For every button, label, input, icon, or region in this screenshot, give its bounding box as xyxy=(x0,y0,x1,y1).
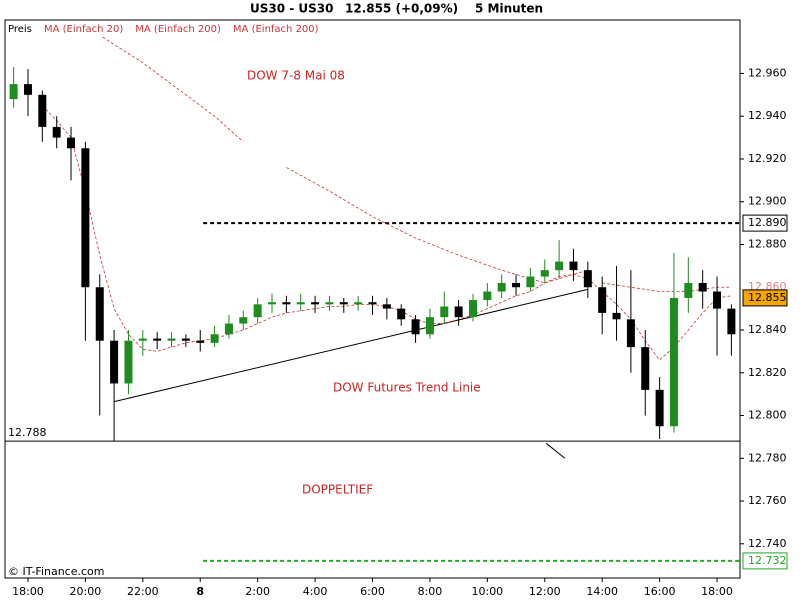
copyright: © IT-Finance.com xyxy=(8,565,105,578)
x-tick-label: 18:00 xyxy=(12,585,44,598)
legend-entry: MA (Einfach 200) xyxy=(135,24,221,35)
level-label: 12.890 xyxy=(748,216,787,229)
candle-body xyxy=(512,282,521,288)
candle-body xyxy=(440,306,449,318)
legend-entry: MA (Einfach 200) xyxy=(233,24,319,35)
level-label: 12.855 xyxy=(748,291,787,304)
y-tick-label: 12.840 xyxy=(748,323,787,336)
candle-body xyxy=(368,302,377,305)
candle-body xyxy=(52,126,61,138)
legend-price: Preis xyxy=(8,24,32,35)
y-tick-label: 12.740 xyxy=(748,537,787,550)
candle-body xyxy=(282,302,291,305)
candle-body xyxy=(669,297,678,427)
candle-body xyxy=(296,302,305,305)
x-tick-label: 20:00 xyxy=(70,585,102,598)
candle-body xyxy=(540,270,549,277)
candle-body xyxy=(110,340,119,384)
candle-body xyxy=(153,338,162,341)
candle-body xyxy=(181,338,190,341)
x-tick-label: 8 xyxy=(196,585,204,598)
candle-body xyxy=(468,300,477,318)
candle-body xyxy=(354,302,363,305)
candle-body xyxy=(397,308,406,320)
ma-line xyxy=(286,167,588,284)
candle-body xyxy=(382,304,391,309)
ma-line xyxy=(102,36,244,143)
annotation: DOW 7-8 Mai 08 xyxy=(247,69,345,83)
candle-body xyxy=(124,340,133,384)
candle-body xyxy=(38,94,47,127)
x-tick-label: 14:00 xyxy=(586,585,618,598)
x-tick-label: 6:00 xyxy=(360,585,385,598)
level-tag xyxy=(742,289,788,307)
candle-body xyxy=(483,291,492,301)
x-tick-label: 22:00 xyxy=(127,585,159,598)
candle-body xyxy=(138,338,147,341)
candle-body xyxy=(497,282,506,292)
candle-body xyxy=(196,340,205,343)
y-tick-label: 12.780 xyxy=(748,451,787,464)
candle-body xyxy=(598,287,607,313)
candle-body xyxy=(167,338,176,341)
x-tick-label: 2:00 xyxy=(245,585,270,598)
candle-body xyxy=(224,323,233,335)
candle-body xyxy=(626,319,635,348)
candle-body xyxy=(612,312,621,320)
candle-body xyxy=(210,334,219,343)
candle-body xyxy=(684,282,693,298)
candle-body xyxy=(81,148,90,288)
legend-entry: MA (Einfach 20) xyxy=(44,24,123,35)
x-tick-label: 10:00 xyxy=(471,585,503,598)
candle-body xyxy=(425,317,434,335)
annotation: DOPPELTIEF xyxy=(302,483,373,497)
candle-body xyxy=(67,137,76,149)
level-label: 12.788 xyxy=(8,426,47,439)
level-tag xyxy=(742,552,788,570)
x-tick-label: 18:00 xyxy=(701,585,733,598)
ma-line xyxy=(602,282,732,292)
y-tick-label: 12.940 xyxy=(748,109,787,122)
candle-body xyxy=(23,84,32,95)
candle-body xyxy=(655,389,664,427)
candle-body xyxy=(698,282,707,292)
y-tick-label: 12.920 xyxy=(748,152,787,165)
candle-body xyxy=(325,302,334,305)
chart-subtitle: 12.855 (+0,09%) xyxy=(345,2,458,16)
candle-body xyxy=(339,302,348,305)
candle-body xyxy=(253,304,262,318)
candle-body xyxy=(641,347,650,390)
candle-body xyxy=(454,306,463,318)
y-tick-label: 12.800 xyxy=(748,409,787,422)
candle-body xyxy=(239,317,248,324)
candle-body xyxy=(526,276,535,288)
trend-line xyxy=(113,288,588,403)
x-tick-label: 16:00 xyxy=(644,585,676,598)
chart-title: US30 - US30 xyxy=(250,2,334,16)
trend-line xyxy=(545,442,566,459)
annotation: DOW Futures Trend Linie xyxy=(333,381,481,395)
y-tick-label: 12.960 xyxy=(748,66,787,79)
x-tick-label: 8:00 xyxy=(418,585,443,598)
candle-body xyxy=(713,291,722,309)
level-tag xyxy=(742,214,788,232)
interval: 5 Minuten xyxy=(475,2,543,16)
level-label: 12.732 xyxy=(748,554,787,567)
y-tick-label: 12.880 xyxy=(748,237,787,250)
x-tick-label: 4:00 xyxy=(303,585,328,598)
candle-body xyxy=(727,308,736,335)
candle-body xyxy=(95,287,104,341)
candle-body xyxy=(9,84,18,100)
candle-body xyxy=(268,302,277,305)
y-tick-label: 12.820 xyxy=(748,366,787,379)
y-tick-label: 12.900 xyxy=(748,195,787,208)
x-tick-label: 12:00 xyxy=(529,585,561,598)
y-tick-label: 12.760 xyxy=(748,494,787,507)
candle-body xyxy=(411,319,420,335)
candle-body xyxy=(555,261,564,271)
candle-body xyxy=(311,302,320,305)
candle-body xyxy=(583,270,592,288)
candle-body xyxy=(569,261,578,271)
